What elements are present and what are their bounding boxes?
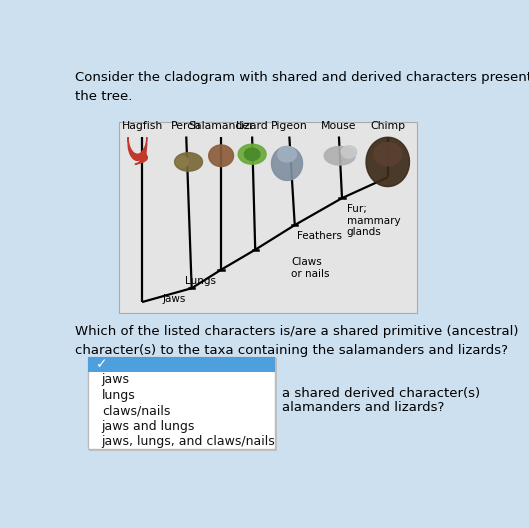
- Text: Lizard: Lizard: [236, 121, 269, 131]
- Polygon shape: [374, 143, 402, 166]
- Bar: [89, 359, 277, 451]
- Polygon shape: [271, 147, 303, 181]
- Text: alamanders and lizards?: alamanders and lizards?: [281, 401, 444, 413]
- Text: Hagfish: Hagfish: [122, 121, 163, 131]
- Polygon shape: [366, 137, 409, 186]
- Text: Perch: Perch: [171, 121, 202, 131]
- Text: Pigeon: Pigeon: [271, 121, 308, 131]
- Polygon shape: [135, 146, 148, 164]
- Text: Fur;
mammary
glands: Fur; mammary glands: [346, 204, 400, 238]
- Text: jaws: jaws: [102, 373, 130, 386]
- Polygon shape: [209, 145, 233, 166]
- Text: jaws and lungs: jaws and lungs: [102, 420, 195, 432]
- Polygon shape: [175, 153, 203, 171]
- Text: lungs: lungs: [102, 389, 135, 402]
- Text: Feathers: Feathers: [297, 231, 342, 241]
- Text: Chimp: Chimp: [370, 121, 405, 131]
- Polygon shape: [238, 144, 266, 164]
- Bar: [88, 357, 276, 449]
- Polygon shape: [128, 137, 147, 161]
- Bar: [88, 357, 276, 372]
- Text: ✓: ✓: [96, 357, 107, 371]
- Text: Claws
or nails: Claws or nails: [291, 257, 330, 279]
- Text: Jaws: Jaws: [163, 295, 186, 304]
- Text: Salamander: Salamander: [188, 121, 254, 131]
- Text: Lungs: Lungs: [185, 276, 216, 286]
- Polygon shape: [244, 148, 260, 161]
- Polygon shape: [324, 147, 355, 165]
- Text: Consider the cladogram with shared and derived characters presented on
the tree.: Consider the cladogram with shared and d…: [76, 71, 529, 102]
- Polygon shape: [341, 146, 357, 158]
- Text: Which of the listed characters is/are a shared primitive (ancestral)
character(s: Which of the listed characters is/are a …: [76, 325, 519, 356]
- Text: a shared derived character(s): a shared derived character(s): [281, 387, 480, 400]
- Text: Mouse: Mouse: [321, 121, 357, 131]
- Text: jaws, lungs, and claws/nails: jaws, lungs, and claws/nails: [102, 435, 276, 448]
- Polygon shape: [176, 156, 188, 167]
- Text: claws/nails: claws/nails: [102, 404, 170, 417]
- Bar: [119, 122, 417, 313]
- Polygon shape: [278, 147, 296, 162]
